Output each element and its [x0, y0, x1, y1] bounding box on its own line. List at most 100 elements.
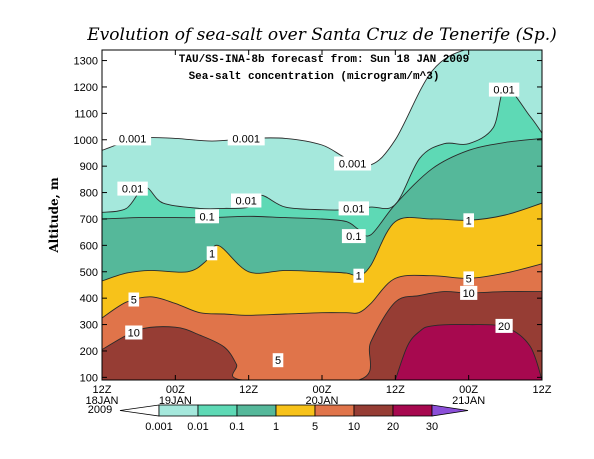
y-tick-label: 1200 — [74, 82, 98, 94]
contour-label-4: 0.01 — [231, 193, 262, 208]
colorbar-level-label: 0.1 — [229, 421, 244, 433]
chart-title: Evolution of sea-salt over Santa Cruz de… — [86, 25, 557, 45]
area-band-20 — [395, 324, 542, 380]
x-tick-date-label: 21JAN — [452, 395, 485, 407]
contour-label-text: 0.001 — [119, 133, 147, 145]
contour-label-bg — [353, 268, 364, 283]
contour-label-6: 0.01 — [488, 82, 520, 97]
contour-label-7: 0.1 — [195, 209, 219, 224]
y-tick-label: 400 — [80, 293, 98, 305]
y-tick-label: 200 — [80, 346, 98, 358]
contour-label-12: 5 — [128, 292, 140, 307]
y-tick-label: 900 — [80, 161, 98, 173]
x-tick-label: 00Z — [459, 384, 478, 396]
contour-label-2: 0.001 — [334, 156, 372, 171]
contour-label-5: 0.01 — [338, 201, 369, 216]
colorbar-arrow-high — [431, 404, 469, 417]
contour-label-bg — [338, 201, 369, 216]
colorbar-swatch — [275, 404, 316, 417]
x-tick-label: 00Z — [166, 384, 185, 396]
contour-line-5 — [102, 263, 542, 319]
contour-label-text: 1 — [209, 248, 215, 260]
y-tick-label: 1000 — [74, 135, 98, 147]
colorbar-arrow-low — [119, 404, 160, 417]
x-tick-label: 12Z — [239, 384, 258, 396]
contour-label-text: 0.1 — [346, 231, 361, 243]
contour-line-20 — [394, 324, 542, 380]
colorbar-swatch — [392, 404, 433, 417]
contour-label-bg — [272, 353, 284, 368]
contour-line-10 — [102, 291, 542, 380]
y-axis-label: Altitude, m — [47, 177, 61, 254]
contour-label-bg — [117, 181, 148, 196]
colorbar-level-label: 0.01 — [187, 421, 208, 433]
year-label: 2009 — [88, 404, 112, 416]
contour-label-text: 0.001 — [232, 133, 260, 145]
colorbar-swatch — [158, 404, 199, 417]
x-tick-date-label: 19JAN — [159, 395, 192, 407]
colorbar-swatch — [197, 404, 238, 417]
y-tick-label: 600 — [80, 240, 98, 252]
contour-label-11: 1 — [463, 213, 474, 228]
colorbar-level-label: 20 — [387, 421, 399, 433]
contour-label-bg — [231, 193, 262, 208]
contour-label-17: 20 — [495, 318, 513, 333]
contour-label-text: 0.01 — [235, 196, 256, 208]
contour-label-text: 20 — [498, 321, 510, 333]
contour-label-text: 5 — [131, 295, 137, 307]
y-tick-label: 1300 — [74, 56, 98, 68]
y-tick-label: 700 — [80, 214, 98, 226]
colorbar-swatch — [314, 404, 355, 417]
y-tick-label: 800 — [80, 188, 98, 200]
y-tick-label: 100 — [80, 372, 98, 384]
chart-subtitle-1: TAU/SS-INA-8b forecast from: Sun 18 JAN … — [179, 54, 469, 66]
contour-label-3: 0.01 — [117, 181, 148, 196]
contour-label-bg — [463, 271, 474, 286]
contour-line-1 — [102, 202, 542, 282]
contour-label-15: 10 — [125, 325, 143, 340]
y-tick-label: 300 — [80, 320, 98, 332]
contour-label-text: 0.001 — [339, 159, 367, 171]
contour-line-0_001 — [102, 50, 466, 166]
y-tick-label: 1100 — [74, 108, 98, 120]
contour-label-text: 5 — [275, 355, 281, 367]
contour-label-text: 1 — [356, 271, 362, 283]
contour-label-bg — [128, 292, 140, 307]
x-tick-label: 00Z — [313, 384, 332, 396]
contour-label-bg — [125, 325, 143, 340]
contour-label-bg — [206, 246, 218, 261]
x-tick-label: 12Z — [533, 384, 552, 396]
colorbar-level-label: 5 — [312, 421, 318, 433]
contour-label-bg — [460, 285, 478, 300]
contour-line-0_01 — [102, 87, 542, 213]
colorbar-level-label: 30 — [426, 421, 438, 433]
colorbar-level-label: 1 — [273, 421, 279, 433]
colorbar-swatch — [236, 404, 277, 417]
contour-label-text: 0.01 — [343, 203, 364, 215]
contour-label-16: 10 — [460, 285, 478, 300]
contour-label-text: 1 — [466, 215, 472, 227]
contour-label-8: 0.1 — [341, 229, 366, 244]
contour-label-text: 10 — [463, 288, 475, 300]
colorbar-level-label: 0.001 — [145, 421, 173, 433]
contour-label-14: 5 — [463, 271, 474, 286]
chart-subtitle-2: Sea-salt concentration (microgram/m^3) — [189, 71, 440, 83]
contour-label-bg — [463, 213, 474, 228]
colorbar-level-label: 10 — [348, 421, 360, 433]
contour-label-text: 0.01 — [122, 184, 143, 196]
contour-label-1: 0.001 — [227, 131, 265, 146]
contour-label-text: 0.1 — [199, 211, 214, 223]
contour-label-bg — [195, 209, 219, 224]
contour-label-10: 1 — [353, 268, 364, 283]
contour-label-text: 0.01 — [493, 85, 514, 97]
contour-line-0_1 — [102, 137, 542, 237]
contour-label-text: 10 — [128, 328, 140, 340]
contour-label-bg — [334, 156, 372, 171]
contour-label-13: 5 — [272, 353, 284, 368]
x-tick-label: 12Z — [93, 384, 112, 396]
x-tick-date-label: 18JAN — [85, 395, 118, 407]
y-tick-label: 500 — [80, 267, 98, 279]
contour-label-text: 5 — [466, 273, 472, 285]
colorbar-swatch — [353, 404, 394, 417]
